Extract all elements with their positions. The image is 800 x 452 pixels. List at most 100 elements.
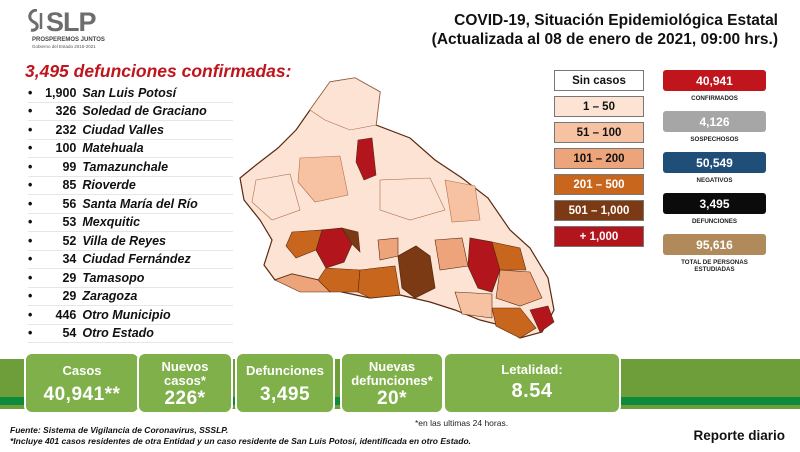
deaths-list-item: • 52 Villa de Reyes [28,232,233,251]
stat-casos: Casos 40,941** [24,352,140,414]
stat-nuevos-casos-value: 226* [164,388,206,409]
deaths-count: 1,900 [45,85,77,100]
deaths-list-item: • 99 Tamazunchale [28,158,233,177]
deaths-count: 52 [62,233,77,248]
stat-nuevas-defunciones-value: 20* [376,388,408,409]
region-huasteca-3 [529,305,555,333]
deaths-list-item: • 85 Rioverde [28,177,233,195]
legend-item: 201 – 500 [554,174,644,195]
deaths-list-item: • 34 Ciudad Fernández [28,251,233,269]
region-west-2 [251,173,301,221]
logo-government: Gobierno del Estado 2015-2021 [32,44,96,49]
stat-defunciones-value: 3,495 [259,384,311,405]
logo-motto: PROSPEREMOS JUNTOS [32,37,105,43]
indicator-panel: 40,941 CONFIRMADOS 4,126 SOSPECHOSOS 50,549 N… [663,70,766,282]
indicator-value: 50,549 [663,152,766,173]
deaths-count: 99 [62,159,77,174]
deaths-count: 446 [55,307,77,322]
title-line-2: (Actualizada al 08 de enero de 2021, 09:… [431,31,778,48]
deaths-municipality: San Luis Potosí [82,85,177,100]
deaths-count: 232 [55,122,77,137]
slp-emblem-icon [28,9,43,32]
deaths-list-item: • 326 Soledad de Graciano [28,103,233,121]
region-fernandez [377,237,399,261]
logo-name: SLP [46,7,97,37]
deaths-municipality: Rioverde [82,178,136,193]
stat-defunciones: Defunciones 3,495 [235,352,335,414]
report-label: Reporte diario [693,428,785,443]
region-west-1 [297,155,349,203]
deaths-count: 326 [55,104,77,119]
footnote-last-24h: *en las ultimas 24 horas. [415,418,509,428]
indicator-label: SOSPECHOSOS [690,136,739,143]
deaths-list-item: • 29 Tamasopo [28,269,233,288]
indicator-label: DEFUNCIONES [691,218,738,225]
title-line-1: COVID-19, Situación Epidemiológica Estat… [454,12,778,29]
page-title: COVID-19, Situación Epidemiológica Estat… [432,11,778,49]
deaths-municipality: Tamasopo [82,270,145,285]
region-north [309,77,381,131]
deaths-municipality: Villa de Reyes [82,233,167,248]
region-tamasopo [434,237,469,271]
deaths-municipality: Tamazunchale [82,159,169,174]
region-huasteca-1 [491,241,527,271]
region-mexquitic [285,229,323,259]
deaths-list-item: • 1,900 San Luis Potosí [28,84,233,103]
deaths-municipality: Matehuala [82,141,144,156]
region-matehuala [355,137,377,181]
deaths-municipality: Soledad de Graciano [82,104,207,119]
indicator-label: NEGATIVOS [696,177,733,184]
deaths-count: 85 [62,178,77,193]
deaths-municipality: Otro Estado [82,326,154,341]
deaths-list-item: • 29 Zaragoza [28,288,233,306]
deaths-municipality: Ciudad Valles [82,122,164,137]
region-south-east [454,291,493,319]
indicator-value: 3,495 [663,193,766,214]
region-east-1 [444,179,481,223]
stat-nuevas-defunciones: Nuevas defunciones* 20* [340,352,444,414]
stat-letalidad-label: Letalidad: [501,362,563,377]
stat-letalidad-value: 8.54 [511,380,553,402]
stat-nuevos-casos: Nuevos casos* 226* [137,352,233,414]
deaths-list-item: • 100 Matehuala [28,140,233,158]
deaths-list: • 1,900 San Luis Potosí • 326 Soledad de Gr… [28,84,233,343]
deaths-count: 53 [62,215,77,230]
deaths-count: 29 [62,289,77,304]
deaths-count: 56 [62,196,77,211]
deaths-title: 3,495 defunciones confirmadas: [25,61,292,81]
stat-nuevas-defunciones-label: Nuevas defunciones* [351,359,433,388]
map-legend: Sin casos 1 – 50 51 – 100 101 – 200 201 – 50… [554,70,644,252]
region-rioverde [397,245,436,299]
legend-item: 501 – 1,000 [554,200,644,221]
deaths-list-item: • 232 Ciudad Valles [28,121,233,140]
deaths-list-item: • 56 Santa María del Río [28,195,233,214]
deaths-count: 34 [62,252,77,267]
region-huasteca-2 [495,269,543,307]
slp-logo: SLP PROSPEREMOS JUNTOS Gobierno del Esta… [26,7,106,51]
deaths-municipality: Ciudad Fernández [82,252,191,267]
stat-casos-value: 40,941** [43,384,121,405]
indicator-label: CONFIRMADOS [691,95,738,102]
indicator-value: 95,616 [663,234,766,255]
deaths-list-item: • 53 Mexquitic [28,214,233,232]
legend-item: 1 – 50 [554,96,644,117]
deaths-list-item: • 446 Otro Municipio [28,306,233,325]
legend-item: + 1,000 [554,226,644,247]
legend-item: 101 – 200 [554,148,644,169]
legend-item: Sin casos [554,70,644,91]
deaths-count: 54 [62,326,77,341]
deaths-municipality: Zaragoza [82,289,138,304]
indicator-value: 40,941 [663,70,766,91]
deaths-count: 100 [55,141,77,156]
stat-letalidad: Letalidad: 8.54 [443,352,621,414]
deaths-municipality: Mexquitic [82,215,141,230]
stat-nuevos-casos-label: Nuevos casos* [161,359,209,388]
region-soledad [341,227,361,253]
state-map [239,77,555,339]
region-center [379,177,446,221]
indicator-label: TOTAL DE PERSONAS ESTUDIADAS [681,259,748,273]
indicator-value: 4,126 [663,111,766,132]
region-tamazunchale [491,307,537,339]
deaths-list-item: • 54 Otro Estado [28,325,233,343]
source-text: Fuente: Sistema de Vigilancia de Coronav… [10,425,229,435]
